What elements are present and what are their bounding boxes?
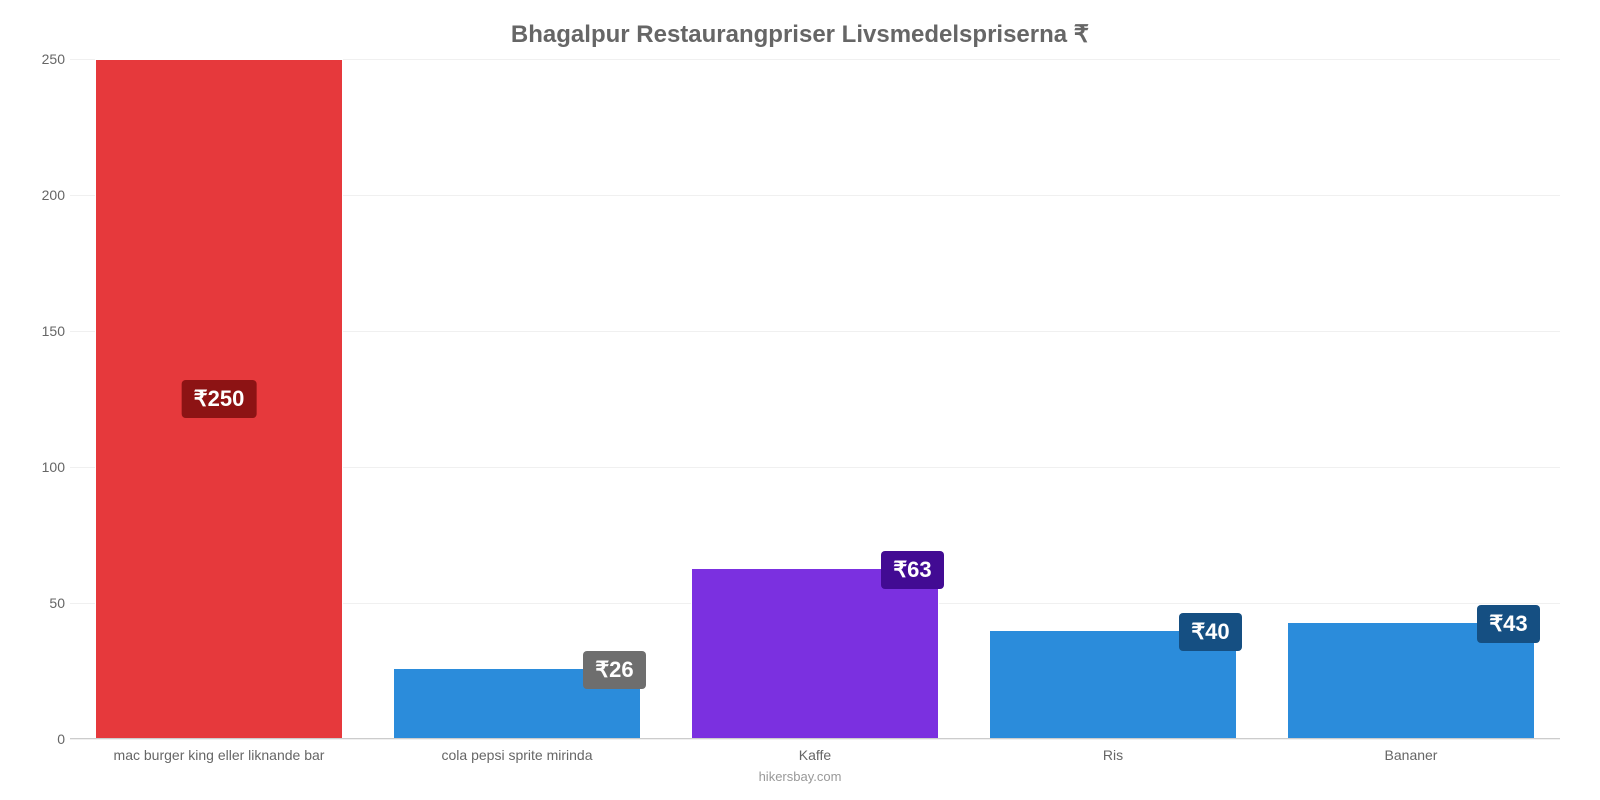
bar-slot: ₹250 bbox=[70, 59, 368, 739]
bar-slot: ₹26 bbox=[368, 59, 666, 739]
y-tick-label: 250 bbox=[30, 51, 65, 67]
bar: ₹63 bbox=[691, 568, 938, 739]
price-bar-chart: Bhagalpur Restaurangpriser Livsmedelspri… bbox=[0, 0, 1600, 800]
value-badge: ₹26 bbox=[583, 651, 645, 689]
plot-area: 050100150200250 ₹250₹26₹63₹40₹43 bbox=[70, 59, 1560, 739]
x-tick-label: Bananer bbox=[1262, 747, 1560, 763]
x-tick-label: Ris bbox=[964, 747, 1262, 763]
value-badge: ₹63 bbox=[881, 551, 943, 589]
y-tick-label: 0 bbox=[30, 731, 65, 747]
y-tick-label: 150 bbox=[30, 323, 65, 339]
bar: ₹250 bbox=[95, 59, 342, 739]
chart-footer: hikersbay.com bbox=[30, 769, 1570, 784]
value-badge: ₹250 bbox=[182, 380, 257, 418]
bar-slot: ₹63 bbox=[666, 59, 964, 739]
bar: ₹40 bbox=[989, 630, 1236, 739]
value-badge: ₹43 bbox=[1477, 605, 1539, 643]
x-tick-label: mac burger king eller liknande bar bbox=[70, 747, 368, 763]
x-axis-labels: mac burger king eller liknande barcola p… bbox=[70, 747, 1560, 763]
baseline bbox=[70, 738, 1560, 739]
bar: ₹43 bbox=[1287, 622, 1534, 739]
bar: ₹26 bbox=[393, 668, 640, 739]
x-tick-label: Kaffe bbox=[666, 747, 964, 763]
x-tick-label: cola pepsi sprite mirinda bbox=[368, 747, 666, 763]
bar-slot: ₹43 bbox=[1262, 59, 1560, 739]
bar-slot: ₹40 bbox=[964, 59, 1262, 739]
y-tick-label: 200 bbox=[30, 187, 65, 203]
y-tick-label: 100 bbox=[30, 459, 65, 475]
chart-title: Bhagalpur Restaurangpriser Livsmedelspri… bbox=[30, 20, 1570, 49]
bars-container: ₹250 ₹26 ₹63 ₹40 ₹43 bbox=[70, 59, 1560, 739]
y-tick-label: 50 bbox=[30, 595, 65, 611]
gridline bbox=[70, 739, 1560, 740]
value-badge: ₹40 bbox=[1179, 613, 1241, 651]
